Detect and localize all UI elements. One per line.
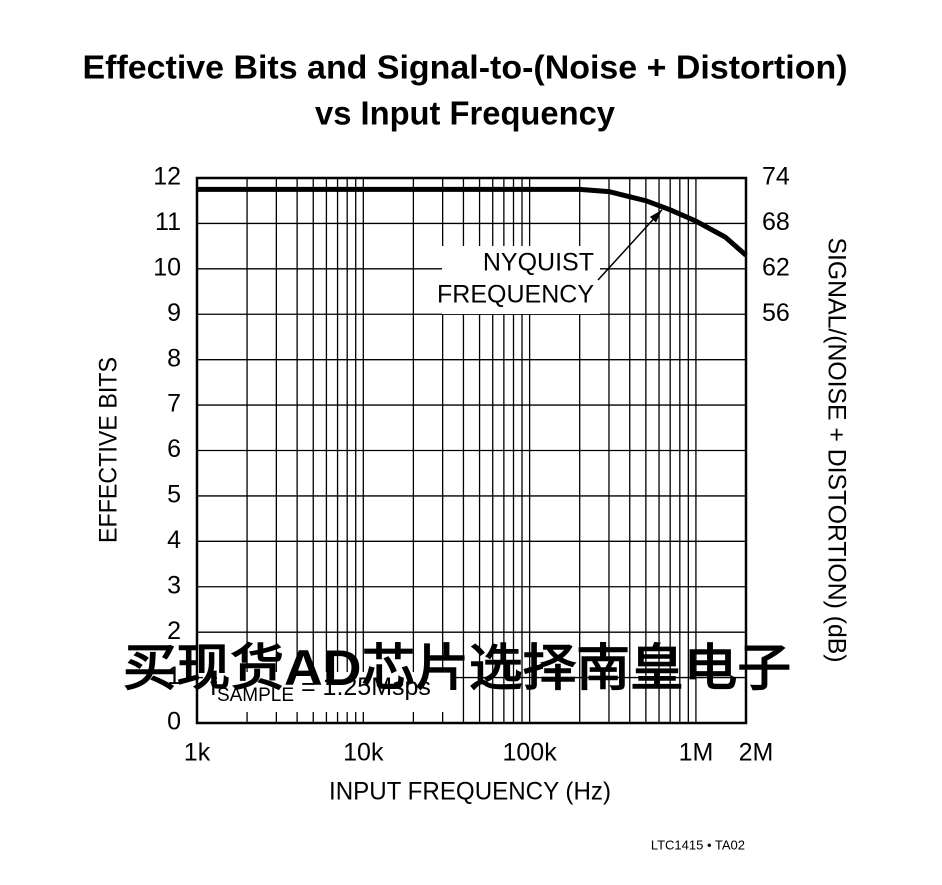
x-tick-label: 10k (343, 739, 384, 767)
annotation-subscript: SAMPLE (217, 685, 294, 706)
y-tick-label: 5 (167, 481, 181, 509)
annotation-text: f (210, 673, 217, 701)
series-line (197, 186, 748, 258)
chart-title: vs Input Frequency (315, 95, 616, 132)
annotation-bg (442, 246, 600, 314)
chart-title: Effective Bits and Signal-to-(Noise + Di… (83, 49, 848, 86)
y-tick-label: 8 (167, 344, 181, 372)
y2-tick-label: 62 (762, 253, 790, 281)
annotation-bg (203, 672, 453, 712)
x-axis-label: INPUT FREQUENCY (Hz) (329, 778, 611, 806)
y2-axis-label: SIGNAL/(NOISE + DISTORTION) (dB) (822, 238, 850, 663)
footer: LTC1415 • TA02 (651, 837, 745, 852)
watermark: 买现货AD芯片选择南皇电子 (123, 640, 791, 696)
y-axis-label: EFFECTIVE BITS (95, 357, 123, 543)
y2-tick-label: 68 (762, 208, 790, 236)
y-tick-label: 3 (167, 571, 181, 599)
y-tick-label: 11 (155, 208, 181, 236)
annotation-text: = 1.25Msps (294, 673, 431, 701)
annotation-text: NYQUIST (483, 249, 594, 277)
x-tick-label: 2M (739, 739, 774, 767)
y-tick-label: 9 (167, 299, 181, 327)
y-tick-label: 1 (167, 662, 181, 690)
x-tick-label: 100k (503, 739, 558, 767)
y2-tick-label: 56 (762, 299, 790, 327)
x-tick-label: 1k (184, 739, 211, 767)
y-tick-label: 0 (167, 708, 181, 736)
y-tick-label: 4 (167, 526, 181, 554)
y-tick-label: 2 (167, 617, 181, 645)
annotation-arrow (597, 209, 663, 281)
annotation-text: fSAMPLE = 1.25Msps (210, 673, 431, 706)
x-tick-label: 1M (679, 739, 714, 767)
arrow-head (649, 209, 662, 223)
y2-tick-label: 74 (762, 163, 790, 191)
y-tick-label: 7 (167, 390, 181, 418)
plot-border (195, 176, 748, 725)
y-tick-label: 6 (167, 435, 181, 463)
annotation-text: FREQUENCY (437, 281, 594, 309)
y-tick-label: 10 (153, 253, 181, 281)
y-tick-label: 12 (153, 163, 181, 191)
